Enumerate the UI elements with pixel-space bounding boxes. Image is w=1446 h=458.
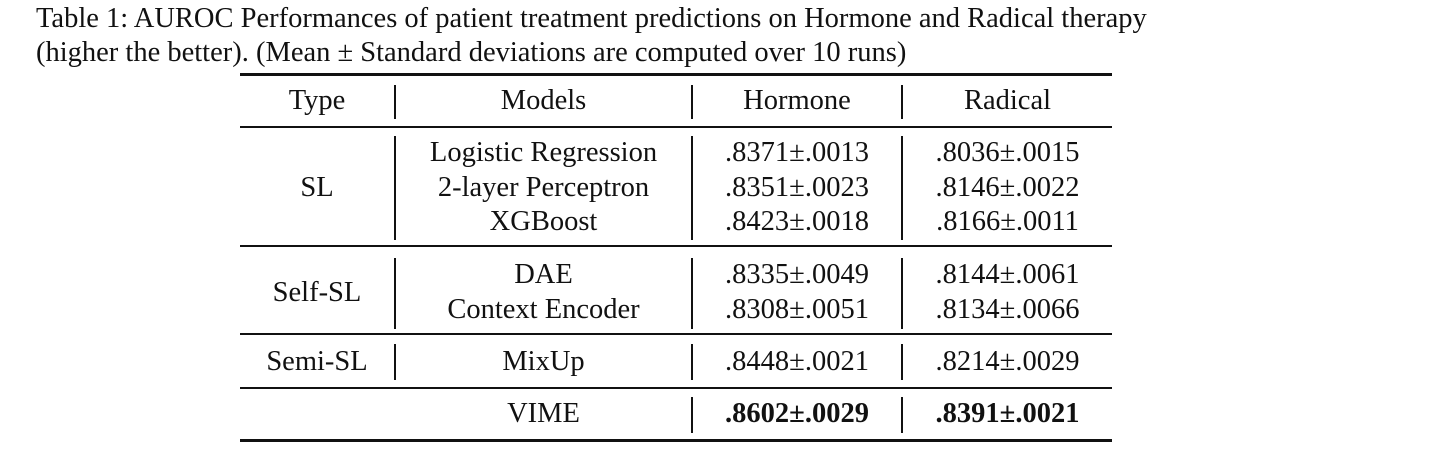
radical-cell: .8144±.0061: [935, 259, 1080, 290]
col-sep-type: [394, 85, 396, 119]
hormone-cell: .8371±.0013: [725, 137, 869, 168]
col-sep-hormone: [901, 258, 903, 329]
col-sep-models: [691, 397, 693, 433]
model-cell: 2-layer Perceptron: [437, 172, 650, 203]
hormone-cell: .8351±.0023: [725, 172, 869, 203]
col-sep-models: [691, 344, 693, 380]
model-cell: DAE: [514, 259, 573, 290]
hormone-cell-best: .8602±.0029: [725, 398, 869, 429]
header-hormone: Hormone: [743, 85, 851, 116]
header-radical: Radical: [963, 85, 1052, 116]
group-type-semi-sl: Semi-SL: [266, 346, 368, 377]
top-rule: [240, 73, 1112, 76]
model-cell-vime: VIME: [507, 398, 580, 429]
col-sep-hormone: [901, 85, 903, 119]
group-type-sl: SL: [300, 172, 334, 203]
radical-cell: .8166±.0011: [936, 206, 1079, 237]
hormone-cell: .8423±.0018: [725, 206, 869, 237]
model-cell: Logistic Regression: [429, 137, 658, 168]
hormone-cell: .8448±.0021: [725, 346, 869, 377]
hormone-cell: .8335±.0049: [725, 259, 869, 290]
group-rule-self-sl: [240, 333, 1112, 335]
group-rule-sl: [240, 245, 1112, 247]
col-sep-type: [394, 258, 396, 329]
model-cell: XGBoost: [489, 206, 598, 237]
model-cell: Context Encoder: [447, 294, 640, 325]
header-type: Type: [288, 85, 346, 116]
col-sep-models: [691, 85, 693, 119]
col-sep-models: [691, 136, 693, 240]
col-sep-models: [691, 258, 693, 329]
col-sep-hormone: [901, 397, 903, 433]
radical-cell-best: .8391±.0021: [935, 398, 1080, 429]
col-sep-type: [394, 136, 396, 240]
radical-cell: .8146±.0022: [935, 172, 1080, 203]
col-sep-hormone: [901, 136, 903, 240]
col-sep-hormone: [901, 344, 903, 380]
caption-line-2: (higher the better). (Mean ± Standard de…: [36, 37, 907, 68]
radical-cell: .8214±.0029: [935, 346, 1080, 377]
bottom-rule: [240, 439, 1112, 442]
header-rule: [240, 126, 1112, 128]
header-models: Models: [500, 85, 587, 116]
group-rule-semi-sl: [240, 387, 1112, 389]
radical-cell: .8134±.0066: [935, 294, 1080, 325]
caption-line-1: Table 1: AUROC Performances of patient t…: [36, 3, 1147, 34]
group-type-self-sl: Self-SL: [272, 277, 362, 308]
hormone-cell: .8308±.0051: [725, 294, 869, 325]
radical-cell: .8036±.0015: [935, 137, 1080, 168]
col-sep-type: [394, 344, 396, 380]
model-cell: MixUp: [502, 346, 585, 377]
table-caption: Table 1: AUROC Performances of patient t…: [36, 2, 1416, 70]
